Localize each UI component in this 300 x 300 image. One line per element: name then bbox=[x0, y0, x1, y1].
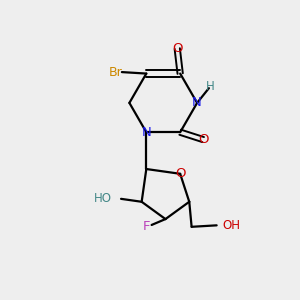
Text: N: N bbox=[192, 96, 202, 110]
Text: Br: Br bbox=[109, 66, 122, 79]
Text: OH: OH bbox=[223, 219, 241, 232]
Text: F: F bbox=[142, 220, 150, 233]
Text: N: N bbox=[141, 126, 151, 139]
Text: H: H bbox=[206, 80, 215, 93]
Text: O: O bbox=[172, 42, 182, 55]
Text: HO: HO bbox=[94, 192, 112, 205]
Text: O: O bbox=[198, 133, 208, 146]
Text: O: O bbox=[175, 167, 185, 180]
